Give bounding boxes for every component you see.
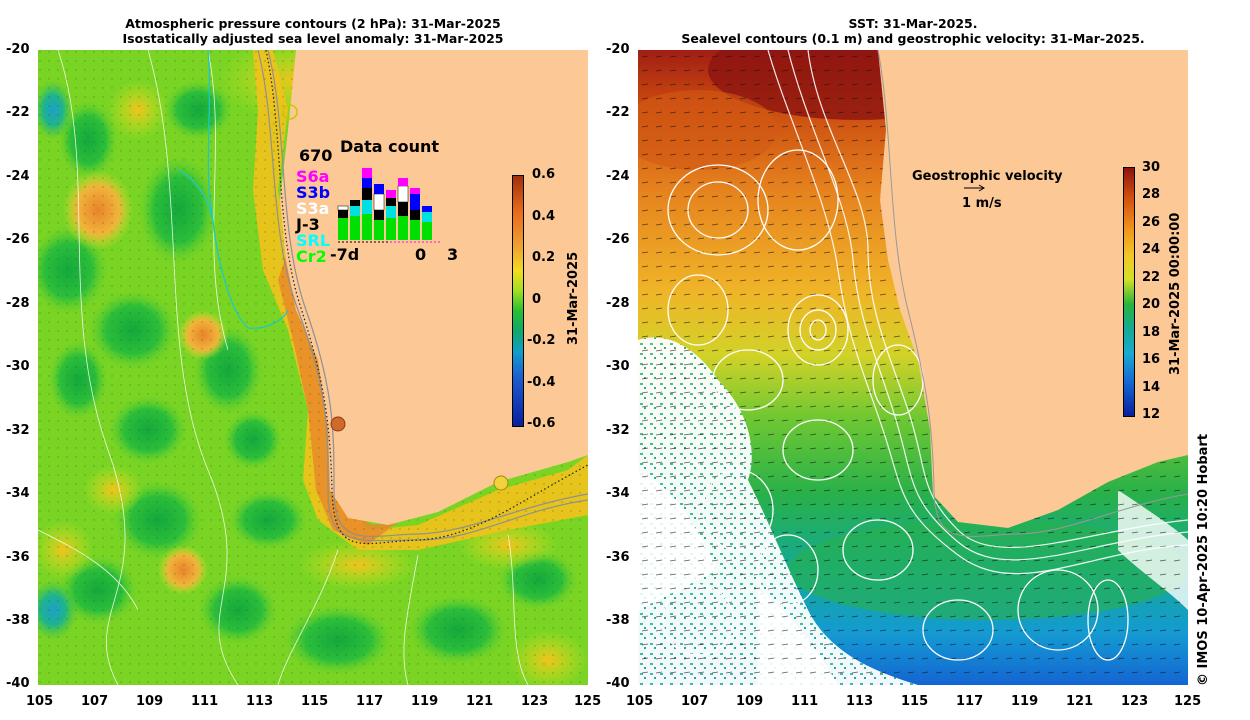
left-x-tick: 107 [81,694,109,709]
right-x-tick: 107 [681,694,709,709]
right-y-tick: -30 [606,359,630,374]
right-y-tick: -20 [606,42,630,57]
left-y-tick: -26 [6,232,30,247]
velocity-scale: 1 m/s [962,196,1002,211]
left-colorbar-label: 31-Mar-2025 [566,251,581,345]
left-colorbar [512,175,524,427]
inset-title: Data count [340,137,439,156]
right-cb-tick-4: 22 [1142,270,1161,285]
right-map [638,50,1188,685]
left-cb-tick-1: 0.4 [532,209,556,224]
legend-s6a: S6a [296,167,330,186]
right-y-tick: -34 [606,486,630,501]
left-cb-tick-2: 0.2 [532,250,556,265]
right-cb-tick-8: 14 [1142,380,1161,395]
left-x-tick: 113 [246,694,274,709]
right-y-tick: -32 [606,423,630,438]
left-x-tick: 105 [26,694,54,709]
right-title-line2: Sealevel contours (0.1 m) and geostrophi… [681,31,1145,46]
right-x-tick: 121 [1066,694,1094,709]
left-x-tick: 123 [521,694,549,709]
inset-legend: S6a S3b S3a J-3 SRL Cr2 [296,169,330,265]
legend-s3b: S3b [296,183,331,202]
right-x-tick: 105 [626,694,654,709]
left-x-tick: 117 [356,694,384,709]
right-x-tick: 125 [1174,694,1202,709]
right-cb-tick-9: 12 [1142,407,1161,422]
left-x-tick: 121 [466,694,494,709]
imos-credit: © IMOS 10-Apr-2025 10:20 Hobart [1196,433,1211,686]
left-cb-tick-5: -0.4 [527,375,556,390]
right-colorbar-label: 31-Mar-2025 00:00:00 [1168,212,1183,375]
data-count-inset [337,168,442,243]
right-cb-tick-2: 26 [1142,215,1161,230]
left-title-line1: Atmospheric pressure contours (2 hPa): 3… [125,16,501,31]
left-x-tick: 109 [136,694,164,709]
right-colorbar [1123,167,1135,417]
right-x-tick: 119 [1011,694,1039,709]
legend-srl: SRL [296,231,331,250]
right-y-tick: -40 [606,676,630,691]
right-y-tick: -38 [606,613,630,628]
right-cb-tick-7: 16 [1142,352,1161,367]
right-x-tick: 111 [791,694,819,709]
right-y-tick: -24 [606,169,630,184]
right-y-tick: -26 [606,232,630,247]
left-cb-tick-4: -0.2 [527,333,556,348]
right-cb-tick-1: 28 [1142,187,1161,202]
right-x-tick: 109 [736,694,764,709]
legend-cr2: Cr2 [296,247,327,266]
inset-max-count: 670 [299,146,333,165]
right-y-tick: -28 [606,296,630,311]
left-y-tick: -30 [6,359,30,374]
left-y-tick: -34 [6,486,30,501]
right-x-tick: 123 [1121,694,1149,709]
left-cb-tick-3: 0 [532,292,542,307]
left-cb-tick-6: -0.6 [527,416,556,431]
left-cb-tick-0: 0.6 [532,167,556,182]
right-cb-tick-3: 24 [1142,242,1161,257]
right-x-tick: 117 [956,694,984,709]
left-y-tick: -32 [6,423,30,438]
right-y-tick: -36 [606,550,630,565]
inset-x-label-end: 3 [447,245,459,264]
legend-s3a: S3a [296,199,330,218]
right-cb-tick-6: 18 [1142,325,1161,340]
left-x-tick: 111 [191,694,219,709]
velocity-arrow-icon [964,184,985,192]
right-title-line1: SST: 31-Mar-2025. [848,16,978,31]
right-cb-tick-5: 20 [1142,297,1161,312]
left-y-tick: -38 [6,613,30,628]
right-x-tick: 115 [901,694,929,709]
left-x-tick: 125 [574,694,602,709]
right-cb-tick-0: 30 [1142,160,1161,175]
left-title-line2: Isostatically adjusted sea level anomaly… [122,31,504,46]
right-y-tick: -22 [606,105,630,120]
left-map [38,50,588,685]
left-y-tick: -24 [6,169,30,184]
velocity-label: Geostrophic velocity [912,169,1063,184]
left-y-tick: -40 [6,676,30,691]
right-x-tick: 113 [846,694,874,709]
left-y-tick: -28 [6,296,30,311]
left-y-tick: -22 [6,105,30,120]
left-x-tick: 119 [411,694,439,709]
left-y-tick: -36 [6,550,30,565]
inset-x-label-zero: 0 [415,245,427,264]
inset-x-label-start: -7d [330,245,360,264]
legend-j3: J-3 [296,215,320,234]
left-y-tick: -20 [6,42,30,57]
left-x-tick: 115 [301,694,329,709]
